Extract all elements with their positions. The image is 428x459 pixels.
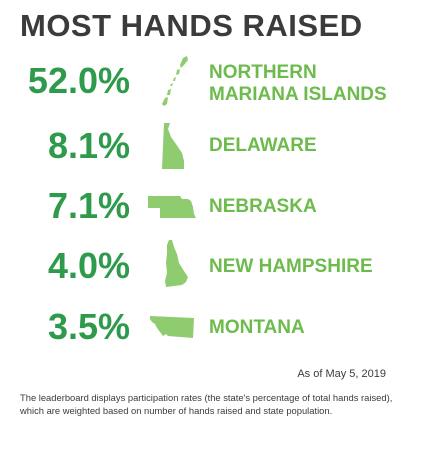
participation-percentage: 7.1%: [47, 185, 130, 226]
state-name: NEW HAMPSHIRE: [209, 256, 373, 277]
state-name: DELAWARE: [209, 135, 317, 156]
participation-percentage: 3.5%: [47, 306, 130, 347]
participation-percentage: 8.1%: [47, 125, 130, 166]
footnote: The leaderboard displays participation r…: [20, 392, 393, 416]
state-name: NEBRASKA: [209, 196, 317, 217]
state-name: NORTHERN: [209, 62, 317, 83]
leaderboard-row: 3.5% MONTANA: [0, 298, 428, 358]
leaderboard-row: 4.0% NEW HAMPSHIRE: [0, 237, 428, 297]
page-title: MOST HANDS RAISED: [20, 8, 363, 43]
state-name: MARIANA ISLANDS: [209, 84, 387, 105]
as-of-date: As of May 5, 2019: [297, 368, 386, 380]
participation-percentage: 52.0%: [27, 60, 130, 101]
montana-shape-icon: [146, 298, 198, 358]
new-hampshire-shape-icon: [146, 237, 198, 297]
delaware-shape-icon: [146, 117, 198, 177]
state-name: MONTANA: [209, 317, 305, 338]
northern-mariana-islands-shape-icon: [146, 52, 198, 112]
leaderboard-row: 7.1% NEBRASKA: [0, 177, 428, 237]
participation-percentage: 4.0%: [47, 245, 130, 286]
leaderboard-row: 52.0% NORTHERN MARIANA ISLANDS: [0, 52, 428, 112]
nebraska-shape-icon: [146, 177, 198, 237]
leaderboard-row: 8.1% DELAWARE: [0, 117, 428, 177]
